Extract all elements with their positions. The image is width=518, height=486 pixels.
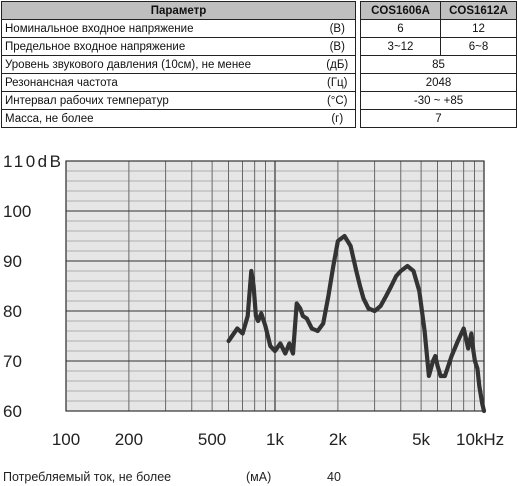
x-tick-label: 1k <box>266 430 284 449</box>
header-parameter: Параметр <box>1 1 356 20</box>
x-tick-label: 500 <box>198 430 226 449</box>
header-cos1606a: COS1606A <box>360 1 441 20</box>
x-tick-label: 5k <box>412 430 430 449</box>
row-value-merged: 7 <box>360 109 517 128</box>
row-value-a: 3~12 <box>360 37 441 56</box>
x-tick-label: 10kHz <box>456 430 504 449</box>
x-axis: 100 200 500 1k 2k 5k 10kHz <box>52 430 504 449</box>
y-axis: 60 70 80 90 100 110dB <box>3 152 61 421</box>
row-value-merged: 2048 <box>360 73 517 92</box>
row-name: Уровень звукового давления (10см), не ме… <box>1 55 320 74</box>
current-consumption-label: Потребляемый ток, не более <box>3 470 172 484</box>
y-tick-label: 90 <box>3 252 22 271</box>
row-unit: (г) <box>319 109 356 128</box>
x-tick-label: 200 <box>115 430 143 449</box>
table-row: Номинальное входное напряжение (В) 6 12 <box>1 19 517 38</box>
table-row: Резонансная частота (Гц) 2048 <box>1 73 517 92</box>
header-cos1612a: COS1612A <box>440 1 517 20</box>
row-value-a: 6 <box>360 19 441 38</box>
spec-table: Параметр COS1606A COS1612A Номинальное в… <box>1 1 517 128</box>
row-unit: (В) <box>319 37 356 56</box>
row-value-b: 12 <box>440 19 517 38</box>
row-value-merged: 85 <box>360 55 517 74</box>
table-row: Предельное входное напряжение (В) 3~12 6… <box>1 37 517 56</box>
y-tick-label: 80 <box>3 302 22 321</box>
row-unit: (В) <box>319 19 356 38</box>
current-consumption-value: 40 <box>327 470 341 484</box>
row-name: Интервал рабочих температур <box>1 91 320 110</box>
table-header-row: Параметр COS1606A COS1612A <box>1 1 517 128</box>
y-tick-label: 100 <box>3 202 31 221</box>
table-row: Интервал рабочих температур (°C) -30 ~ +… <box>1 91 517 110</box>
row-value-merged: -30 ~ +85 <box>360 91 517 110</box>
chart-series <box>226 233 487 414</box>
current-consumption-unit: (мА) <box>246 470 272 484</box>
table-row: Уровень звукового давления (10см), не ме… <box>1 55 517 74</box>
row-unit: (дБ) <box>319 55 356 74</box>
row-unit: (Гц) <box>319 73 356 92</box>
x-tick-label: 100 <box>52 430 80 449</box>
row-name: Резонансная частота <box>1 73 320 92</box>
y-tick-label: 60 <box>3 402 22 421</box>
table-row: Масса, не более (г) 7 <box>1 109 517 128</box>
row-name: Масса, не более <box>1 109 320 128</box>
row-name: Предельное входное напряжение <box>1 37 320 56</box>
frequency-response-curve <box>226 233 487 414</box>
y-tick-label: 110dB <box>3 152 61 171</box>
chart-grid <box>65 160 485 412</box>
x-tick-label: 2k <box>329 430 347 449</box>
y-tick-label: 70 <box>3 352 22 371</box>
frequency-response-chart: 60 70 80 90 100 110dB 100 200 500 1k 2k 5k 10kHz <box>3 152 504 449</box>
row-name: Номинальное входное напряжение <box>1 19 320 38</box>
row-value-b: 6~8 <box>440 37 517 56</box>
row-unit: (°C) <box>319 91 356 110</box>
